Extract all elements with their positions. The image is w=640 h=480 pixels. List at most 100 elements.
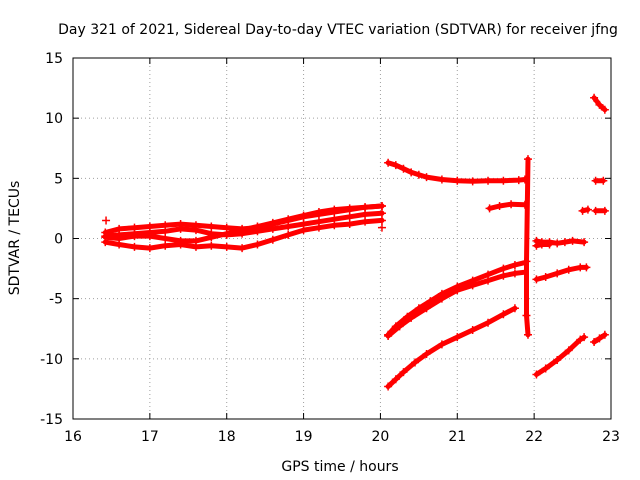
x-tick-label: 16 <box>64 429 82 445</box>
data-point <box>595 334 604 343</box>
data-point <box>330 215 339 224</box>
data-point <box>384 331 393 340</box>
data-point <box>377 209 386 218</box>
data-point <box>437 175 446 184</box>
data-point <box>161 241 170 250</box>
data-point <box>545 240 554 249</box>
data-point <box>222 223 231 232</box>
data-point <box>499 310 508 319</box>
data-point <box>560 238 569 247</box>
data-point <box>253 240 262 249</box>
data-point <box>553 239 562 248</box>
data-point <box>499 264 508 273</box>
series-arc-n <box>532 333 589 379</box>
y-tick-label: -10 <box>40 352 63 368</box>
data-point <box>384 158 393 167</box>
data-point <box>453 286 462 295</box>
data-point <box>176 240 185 249</box>
data-point <box>299 220 308 229</box>
data-point <box>299 212 308 221</box>
data-point <box>361 210 370 219</box>
series-arc-f <box>485 200 529 213</box>
data-point <box>499 271 508 280</box>
data-point <box>222 230 231 239</box>
data-point <box>522 257 531 266</box>
data-point <box>523 330 532 339</box>
data-point <box>541 364 550 373</box>
data-point <box>590 93 599 102</box>
data-point <box>395 322 404 331</box>
series-arc-j <box>522 155 532 339</box>
data-point <box>523 155 532 164</box>
data-point <box>268 224 277 233</box>
data-point <box>522 311 531 320</box>
data-point <box>591 176 600 185</box>
data-point <box>191 242 200 251</box>
data-point <box>284 230 293 239</box>
series-band <box>487 201 528 211</box>
data-point <box>411 358 420 367</box>
data-point <box>600 206 609 215</box>
series-arc-r <box>591 206 609 215</box>
chart-title: Day 321 of 2021, Sidereal Day-to-day VTE… <box>58 22 618 38</box>
data-point <box>314 210 323 219</box>
data-point <box>407 168 416 177</box>
data-point <box>345 220 354 229</box>
data-point <box>595 100 604 109</box>
data-point <box>284 222 293 231</box>
data-point <box>583 205 592 214</box>
data-point <box>495 202 504 211</box>
series-arc-l <box>532 240 554 250</box>
data-point <box>485 204 494 213</box>
data-point <box>532 370 541 379</box>
data-point <box>568 236 577 245</box>
series-arc-i <box>384 304 519 391</box>
data-point <box>115 230 124 239</box>
y-tick-label: -15 <box>40 412 63 428</box>
data-points <box>101 93 609 391</box>
data-point <box>580 238 589 247</box>
data-point <box>507 200 516 209</box>
data-point <box>238 229 247 238</box>
data-point <box>377 216 386 225</box>
data-point <box>468 177 477 186</box>
data-point <box>582 263 591 272</box>
y-tick-label: 0 <box>54 232 63 248</box>
data-point <box>207 229 216 238</box>
data-point <box>207 241 216 250</box>
series-arc-s <box>590 330 609 346</box>
data-point <box>484 176 493 185</box>
x-tick-label: 23 <box>602 429 620 445</box>
data-point <box>222 242 231 251</box>
series-arc-h <box>384 268 529 340</box>
data-point <box>161 227 170 236</box>
series-band <box>524 156 531 338</box>
data-point <box>399 368 408 377</box>
data-point <box>115 240 124 249</box>
data-point <box>161 234 170 243</box>
data-point <box>377 223 386 232</box>
data-point <box>468 325 477 334</box>
data-point <box>578 206 587 215</box>
data-point <box>564 265 573 274</box>
y-tick-label: 5 <box>54 171 63 187</box>
data-point <box>377 202 386 211</box>
data-point <box>422 304 431 313</box>
data-point <box>314 217 323 226</box>
data-point <box>580 333 589 342</box>
data-point <box>407 313 416 322</box>
data-point <box>510 304 519 313</box>
data-point <box>484 318 493 327</box>
data-point <box>361 217 370 226</box>
data-point <box>253 227 262 236</box>
y-tick-label: 15 <box>45 51 63 67</box>
data-point <box>345 205 354 214</box>
data-point <box>537 240 546 249</box>
series-arc-q <box>591 176 608 185</box>
data-point <box>591 206 600 215</box>
data-point <box>437 340 446 349</box>
data-point <box>102 216 111 225</box>
data-point <box>564 346 573 355</box>
data-point <box>384 382 393 391</box>
